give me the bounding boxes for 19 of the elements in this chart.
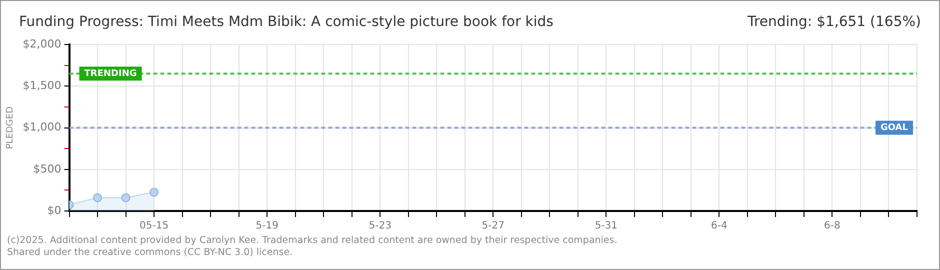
ref-line-label: TRENDING <box>84 68 137 79</box>
y-tick-label: $500 <box>33 162 62 176</box>
x-tick-label: 5-23 <box>368 220 392 232</box>
x-tick-label: 6-4 <box>711 220 728 232</box>
y-tick-label: $0 <box>47 204 62 217</box>
x-tick-label: 5-31 <box>594 220 618 232</box>
chart-title: Funding Progress: Timi Meets Mdm Bibik: A comic-style picture book for kids <box>19 14 554 30</box>
y-tick-label: $1,500 <box>22 79 62 92</box>
x-tick-label: 5-19 <box>256 220 278 232</box>
x-tick-label: 5-27 <box>482 220 504 232</box>
text: Shared under the creative commons (CC BY-NC 3.0) license. <box>7 247 294 259</box>
ref-line-label: GOAL <box>880 123 908 134</box>
x-tick-label: 6-8 <box>824 220 840 232</box>
y-tick-label: $1,000 <box>22 120 62 134</box>
text: (c)2025. Additional content provided by Carolyn Kee. Trademarks and related content are owned by their respective companies. <box>7 235 618 247</box>
chart-subtitle: Trending: $1,651 (165%) <box>747 14 921 30</box>
x-tick-label: 05-15 <box>140 220 169 232</box>
y-axis-title: PLEDGED <box>6 106 16 150</box>
y-tick-label: $2,000 <box>22 37 62 50</box>
